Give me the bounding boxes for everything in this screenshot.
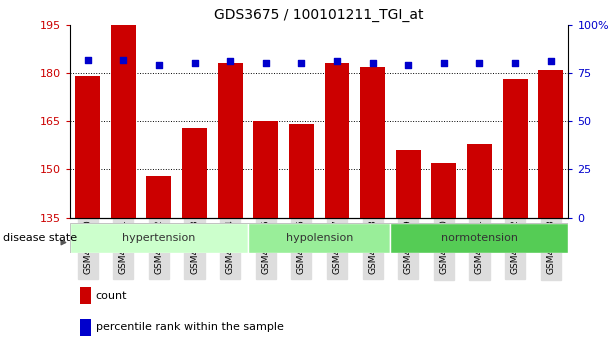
Point	[83, 57, 92, 62]
Text: percentile rank within the sample: percentile rank within the sample	[96, 322, 284, 332]
Text: disease state: disease state	[3, 233, 77, 243]
Bar	[254, 121, 278, 218]
Bar	[218, 63, 243, 218]
Point	[403, 62, 413, 68]
Point	[297, 61, 306, 66]
Bar	[248, 223, 390, 253]
Bar	[182, 128, 207, 218]
Bar	[70, 223, 248, 253]
Point	[119, 57, 128, 62]
Bar	[360, 67, 385, 218]
Text: hypolension: hypolension	[286, 233, 353, 243]
Bar	[80, 319, 91, 336]
Bar	[538, 70, 563, 218]
Point	[190, 61, 199, 66]
Point	[226, 59, 235, 64]
Point	[439, 61, 449, 66]
Bar	[396, 150, 421, 218]
Text: count: count	[96, 291, 127, 301]
Bar	[390, 223, 568, 253]
Bar	[80, 287, 91, 304]
Point	[368, 61, 378, 66]
Text: hypertension: hypertension	[122, 233, 196, 243]
Bar	[467, 144, 492, 218]
Point	[154, 62, 164, 68]
Bar	[432, 163, 456, 218]
Bar	[503, 79, 528, 218]
Point	[475, 61, 485, 66]
Bar	[325, 63, 350, 218]
Point	[546, 59, 556, 64]
Title: GDS3675 / 100101211_TGI_at: GDS3675 / 100101211_TGI_at	[215, 8, 424, 22]
Bar	[289, 125, 314, 218]
Point	[261, 61, 271, 66]
Text: normotension: normotension	[441, 233, 518, 243]
Bar	[75, 76, 100, 218]
Bar	[147, 176, 171, 218]
Point	[332, 59, 342, 64]
Bar	[111, 25, 136, 218]
Point	[510, 61, 520, 66]
